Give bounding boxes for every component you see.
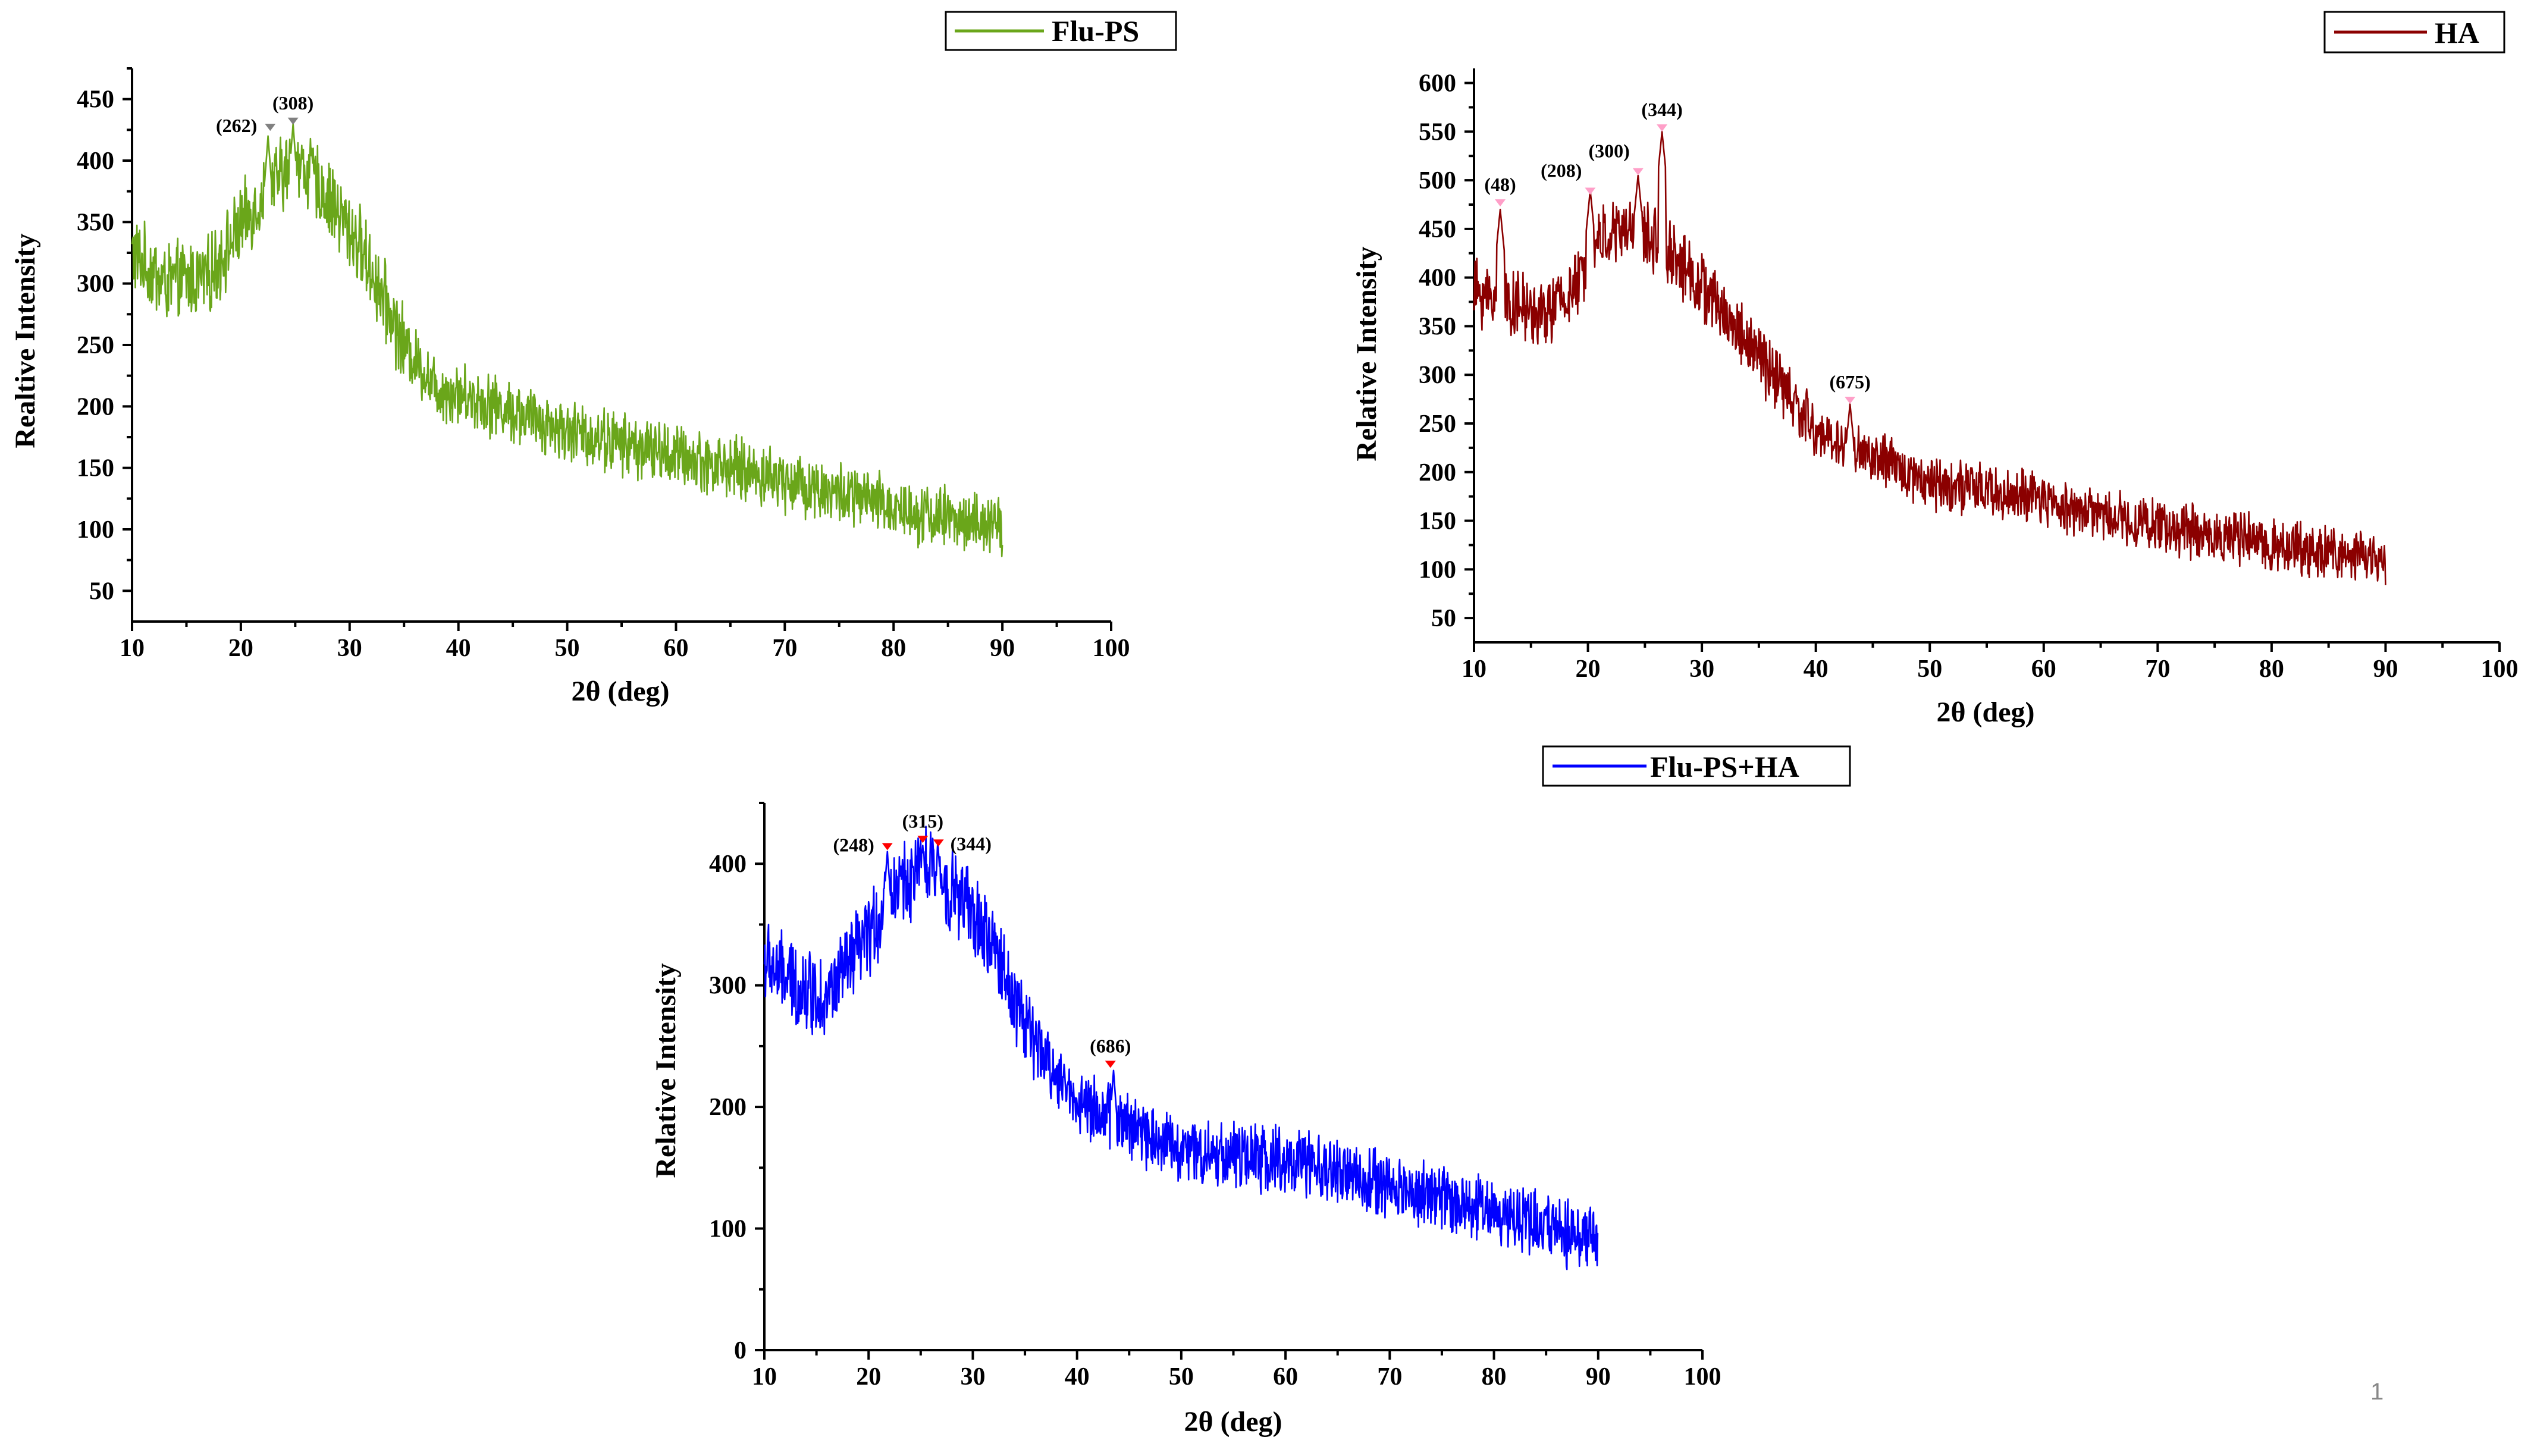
series-line [131,123,1003,557]
legend-flu-ps: Flu-PS [945,11,1177,51]
y-tick-label: 600 [1419,70,1456,98]
peak-label: (248) [833,834,874,856]
x-tick-label: 90 [990,635,1015,662]
x-tick-label: 60 [2031,655,2056,683]
x-tick-label: 20 [856,1363,881,1391]
peak-label: (308) [272,92,313,114]
page-number: 1 [2370,1379,2384,1405]
x-tick-label: 10 [1462,655,1486,683]
chart-flu-ps-ha: Flu-PS+HA 2θ (deg) Relative Intensity 10… [650,745,1851,1438]
y-tick-label: 250 [77,332,114,359]
peak-marker [1657,124,1668,132]
peak-marker [265,124,276,131]
y-tick-label: 200 [1419,459,1456,487]
x-tick-label: 30 [1689,655,1714,683]
chart-flu-ps: Flu-PS 2θ (deg) Realtive Intensity 10 20 3… [10,11,1177,707]
legend-label: Flu-PS+HA [1650,750,1799,783]
x-tick-label: 70 [2145,655,2170,683]
x-tick-label: 40 [1804,655,1829,683]
peak-marker [933,839,944,847]
x-tick-label: 100 [1684,1363,1721,1391]
x-tick-label: 80 [881,635,906,662]
x-tick-label: 50 [555,635,580,662]
peak-marker [1845,397,1856,404]
x-axis-label: 2θ (deg) [1184,1406,1282,1438]
y-tick-label: 100 [1419,556,1456,583]
y-tick-label: 550 [1419,118,1456,146]
y-tick-label: 0 [734,1337,747,1364]
x-tick-label: 20 [1576,655,1601,683]
x-tick-label: 20 [228,635,253,662]
y-tick-label: 50 [89,578,114,605]
y-tick-label: 450 [77,86,114,114]
peak-marker [287,117,299,125]
peak-marker [1632,168,1644,175]
y-tick-label: 400 [77,148,114,175]
x-tick-label: 80 [2259,655,2284,683]
x-tick-label: 90 [2373,655,2398,683]
y-axis-label: Relative Intensity [1351,246,1382,461]
y-tick-label: 50 [1431,605,1456,632]
peak-marker [1585,187,1596,195]
x-tick-label: 90 [1586,1363,1611,1391]
y-tick-label: 300 [1419,362,1456,389]
peak-marker [882,843,893,851]
y-tick-label: 500 [1419,167,1456,194]
x-tick-label: 30 [337,635,362,662]
peak-marker [1495,199,1506,207]
legend-label: Flu-PS [1052,14,1139,48]
chart-ha: HA 2θ (deg) Relative Intensity 10 20 30 40 5… [1351,11,2519,728]
x-tick-label: 30 [960,1363,985,1391]
peak-label: (48) [1484,174,1516,195]
y-tick-label: 200 [709,1094,747,1121]
x-tick-label: 70 [772,635,797,662]
peak-label: (344) [951,833,992,854]
x-tick-label: 80 [1482,1363,1507,1391]
x-tick-label: 60 [1273,1363,1298,1391]
x-tick-label: 10 [120,635,145,662]
x-tick-label: 70 [1377,1363,1402,1391]
x-tick-label: 100 [1093,635,1130,662]
y-tick-label: 350 [77,209,114,236]
series-line [763,826,1599,1270]
legend-flu-ps-ha: Flu-PS+HA [1542,745,1851,787]
series-line [1473,131,2386,585]
y-tick-label: 300 [709,972,747,1000]
y-axis-label: Realtive Intensity [10,233,41,448]
peak-label: (300) [1589,140,1630,162]
peak-label: (344) [1641,99,1682,120]
y-tick-label: 350 [1419,313,1456,340]
y-tick-label: 200 [77,393,114,421]
y-tick-label: 450 [1419,216,1456,243]
y-tick-label: 300 [77,271,114,298]
x-axis-label: 2θ (deg) [1936,696,2034,728]
peak-label: (208) [1541,159,1582,181]
x-tick-label: 50 [1169,1363,1194,1391]
peak-label: (686) [1090,1035,1131,1057]
x-tick-label: 60 [663,635,688,662]
y-tick-label: 400 [1419,265,1456,292]
peak-label: (315) [902,810,943,831]
x-tick-label: 100 [2481,655,2519,683]
legend-ha: HA [2323,11,2505,54]
legend-label: HA [2435,16,2479,49]
peak-marker [1105,1060,1116,1068]
x-tick-label: 40 [446,635,471,662]
y-tick-label: 100 [77,516,114,544]
x-axis-label: 2θ (deg) [571,676,669,707]
peak-label: (262) [216,115,257,136]
y-tick-label: 250 [1419,410,1456,438]
y-axis-label: Relative Intensity [650,963,682,1178]
y-tick-label: 100 [709,1216,747,1243]
y-tick-label: 400 [709,851,747,878]
peak-marker [917,836,929,843]
x-tick-label: 40 [1065,1363,1090,1391]
peak-label: (675) [1829,371,1870,393]
x-tick-label: 50 [1917,655,1942,683]
x-tick-label: 10 [752,1363,777,1391]
y-tick-label: 150 [77,455,114,482]
y-tick-label: 150 [1419,508,1456,535]
